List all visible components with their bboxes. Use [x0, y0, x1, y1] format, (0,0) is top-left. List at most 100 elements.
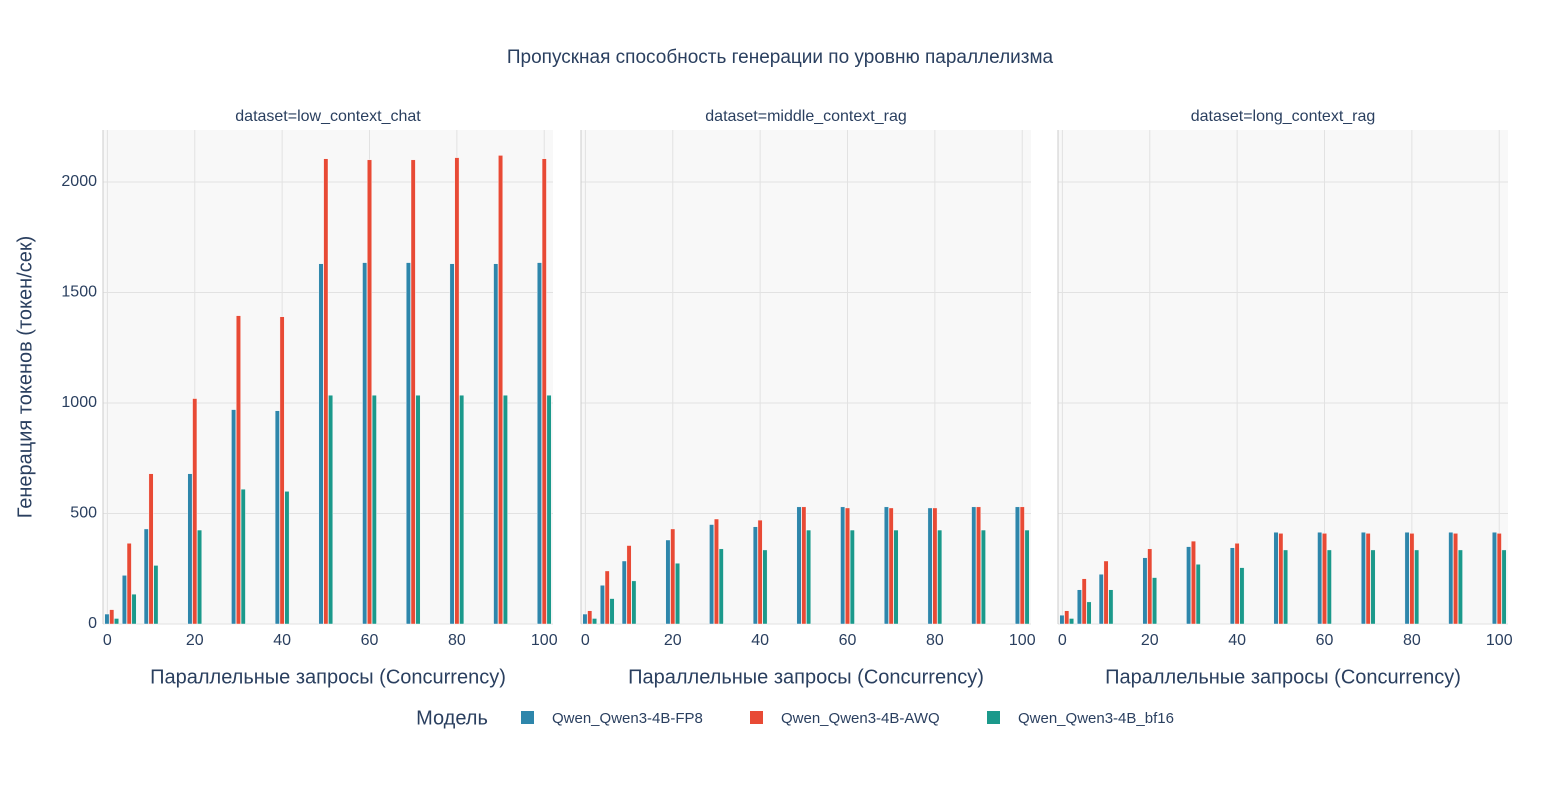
x-tick-label: 0 — [581, 632, 590, 649]
x-tick-label: 60 — [839, 632, 857, 649]
bar — [126, 543, 132, 625]
bar — [410, 159, 416, 625]
bar — [670, 528, 676, 625]
bar — [1317, 532, 1323, 625]
bar — [626, 545, 632, 625]
bar — [631, 580, 637, 625]
legend-label: Qwen_Qwen3-4B-AWQ — [781, 710, 940, 727]
bar — [1086, 601, 1092, 625]
bar — [546, 395, 552, 625]
bar — [604, 570, 610, 625]
bar — [665, 539, 671, 625]
bar — [1365, 533, 1371, 625]
x-tick-label: 0 — [103, 632, 112, 649]
bar — [718, 548, 724, 625]
bar — [493, 263, 499, 625]
panel-title: dataset=low_context_chat — [235, 108, 421, 125]
bar — [1186, 546, 1192, 625]
bar — [1081, 578, 1087, 625]
bar — [1409, 533, 1415, 625]
bar — [1195, 564, 1201, 625]
bar — [328, 395, 334, 625]
x-tick-label: 40 — [273, 632, 291, 649]
legend-title: Модель — [416, 707, 488, 729]
bar — [849, 529, 855, 625]
bar — [600, 585, 605, 625]
bar — [1024, 529, 1030, 625]
bar — [143, 528, 149, 625]
bar — [318, 263, 324, 625]
bar — [1015, 506, 1020, 625]
bar — [1404, 532, 1410, 625]
x-tick-label: 100 — [531, 632, 558, 649]
bar — [1059, 614, 1065, 625]
y-tick-label: 500 — [70, 505, 97, 522]
bar — [1326, 549, 1332, 625]
bar — [971, 506, 977, 625]
bar — [240, 488, 246, 625]
x-tick-label: 100 — [1486, 632, 1513, 649]
bar — [582, 613, 588, 625]
x-axis-title: Параллельные запросы (Concurrency) — [1105, 666, 1461, 688]
y-axis-title: Генерация токенов (токен/сек) — [14, 236, 36, 519]
legend-swatch — [750, 711, 763, 724]
bar — [714, 518, 719, 625]
bar — [1191, 540, 1196, 625]
bar — [1453, 533, 1458, 625]
y-tick-label: 2000 — [61, 173, 97, 190]
bar — [362, 262, 368, 625]
x-tick-label: 20 — [186, 632, 204, 649]
x-tick-label: 60 — [1316, 632, 1334, 649]
bar — [1448, 532, 1454, 625]
bar — [284, 491, 290, 625]
x-tick-label: 40 — [751, 632, 769, 649]
x-tick-label: 60 — [361, 632, 379, 649]
y-tick-label: 1500 — [61, 284, 97, 301]
bar — [1098, 574, 1104, 625]
bar — [752, 526, 758, 625]
x-tick-label: 20 — [664, 632, 682, 649]
bar — [1152, 577, 1157, 625]
bar — [1142, 557, 1148, 625]
bar — [367, 159, 372, 625]
bar — [1273, 532, 1279, 625]
legend-label: Qwen_Qwen3-4B_bf16 — [1018, 710, 1174, 727]
bar — [274, 410, 280, 625]
bar — [806, 529, 812, 625]
bar — [980, 529, 986, 625]
bar — [153, 565, 159, 625]
legend-label: Qwen_Qwen3-4B-FP8 — [552, 710, 703, 727]
legend-swatch — [987, 711, 1000, 724]
bar — [1064, 610, 1070, 625]
bar — [1019, 506, 1025, 625]
bar — [197, 529, 202, 625]
x-axis-title: Параллельные запросы (Concurrency) — [628, 666, 984, 688]
bar — [801, 506, 807, 625]
bar — [187, 473, 193, 625]
bar — [104, 613, 110, 625]
chart-title: Пропускная способность генерации по уров… — [507, 47, 1054, 68]
bar — [131, 593, 137, 625]
bar — [932, 507, 938, 625]
bar — [587, 610, 593, 625]
bar — [415, 395, 421, 625]
bar — [498, 155, 503, 625]
bar — [114, 618, 119, 625]
y-tick-label: 1000 — [61, 394, 97, 411]
bar — [148, 473, 154, 625]
bar — [323, 158, 329, 625]
y-tick-label: 0 — [88, 615, 97, 632]
bar — [1278, 533, 1284, 625]
bar — [1229, 547, 1235, 625]
x-tick-label: 20 — [1141, 632, 1159, 649]
bar — [1322, 533, 1327, 625]
bar — [1370, 549, 1376, 625]
bar — [109, 609, 115, 625]
bar — [231, 409, 237, 625]
bar — [609, 598, 615, 625]
bar — [888, 507, 894, 625]
bar — [893, 529, 899, 625]
bar — [1414, 549, 1420, 625]
bar — [757, 519, 763, 625]
legend-swatch — [521, 711, 534, 724]
